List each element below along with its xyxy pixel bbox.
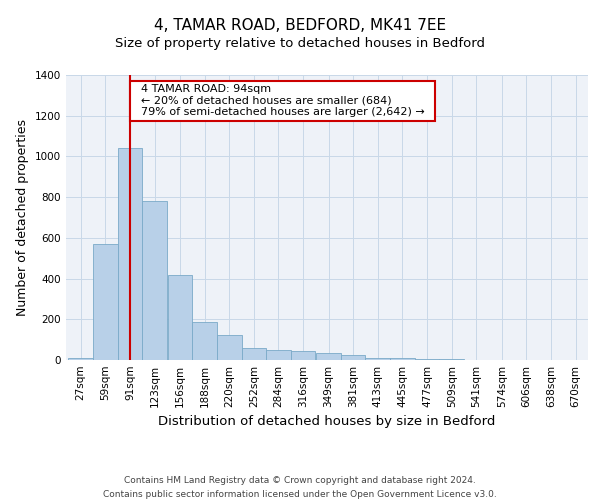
Bar	[242, 348, 266, 360]
Bar	[192, 322, 217, 360]
Bar	[118, 148, 142, 360]
Bar	[365, 358, 390, 360]
X-axis label: Distribution of detached houses by size in Bedford: Distribution of detached houses by size …	[158, 416, 496, 428]
Bar	[390, 358, 415, 360]
Bar	[291, 351, 316, 360]
Y-axis label: Number of detached properties: Number of detached properties	[16, 119, 29, 316]
Bar	[415, 359, 439, 360]
Text: Contains public sector information licensed under the Open Government Licence v3: Contains public sector information licen…	[103, 490, 497, 499]
Text: Size of property relative to detached houses in Bedford: Size of property relative to detached ho…	[115, 38, 485, 51]
Bar	[68, 358, 93, 360]
Bar	[217, 334, 242, 360]
Bar	[316, 353, 341, 360]
Bar	[266, 350, 291, 360]
Text: 4 TAMAR ROAD: 94sqm
  ← 20% of detached houses are smaller (684)
  79% of semi-d: 4 TAMAR ROAD: 94sqm ← 20% of detached ho…	[134, 84, 431, 117]
Text: Contains HM Land Registry data © Crown copyright and database right 2024.: Contains HM Land Registry data © Crown c…	[124, 476, 476, 485]
Bar	[341, 355, 365, 360]
Bar	[93, 244, 118, 360]
Bar	[167, 274, 192, 360]
Bar	[142, 201, 167, 360]
Text: 4, TAMAR ROAD, BEDFORD, MK41 7EE: 4, TAMAR ROAD, BEDFORD, MK41 7EE	[154, 18, 446, 32]
